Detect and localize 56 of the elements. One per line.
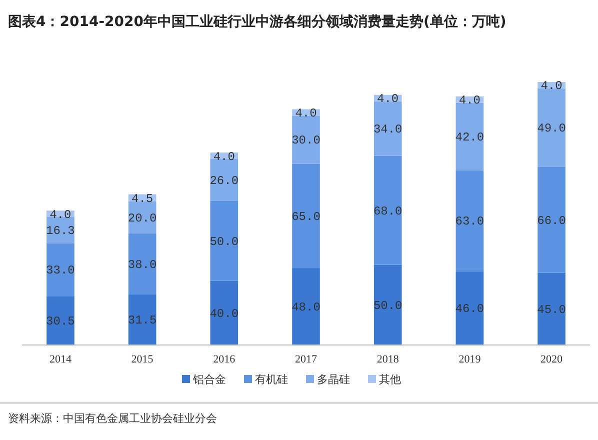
data-label: 4.5 [132, 192, 154, 206]
bar [456, 170, 484, 272]
data-label: 66.0 [537, 214, 566, 228]
data-label: 16.3 [46, 224, 75, 238]
legend-label: 铝合金 [192, 373, 226, 386]
bar [46, 243, 74, 296]
bar [210, 200, 238, 281]
data-label: 30.5 [46, 314, 75, 329]
data-label: 4.0 [295, 106, 317, 120]
bar [538, 166, 566, 273]
data-label: 4.0 [540, 79, 562, 94]
bar [46, 296, 74, 345]
data-label: 50.0 [210, 234, 239, 249]
text: 资料来源：中国有色金属工业协会硅业分会 [8, 412, 217, 425]
data-label: 42.0 [455, 130, 484, 145]
bar [292, 268, 320, 345]
bar [456, 102, 484, 170]
data-label: 48.0 [292, 300, 320, 315]
x-tick-label: 2017 [295, 353, 318, 366]
bar [374, 156, 402, 265]
bar [374, 264, 402, 345]
data-label: 30.0 [292, 134, 320, 148]
data-label: 4.0 [50, 208, 72, 222]
x-tick-label: 2019 [458, 353, 482, 366]
data-label: 4.0 [213, 150, 235, 164]
data-label: 4.0 [377, 92, 399, 106]
bar [292, 116, 320, 164]
data-label: 63.0 [455, 214, 484, 229]
data-label: 26.0 [210, 174, 239, 188]
bar [128, 234, 156, 294]
data-label: 4.0 [458, 94, 480, 108]
chart-title: 图表4：2014-2020年中国工业硅行业中游各细分领域消费量走势(单位：万吨) [8, 14, 506, 30]
data-label: 33.0 [46, 264, 75, 278]
bar [538, 88, 566, 167]
bar [210, 158, 238, 201]
bar [292, 164, 320, 268]
legend-label: 有机硅 [255, 373, 288, 386]
data-label: 50.0 [373, 298, 402, 313]
x-tick-label: 2018 [376, 353, 400, 366]
data-label: 68.0 [373, 204, 402, 218]
data-label: 38.0 [128, 258, 157, 272]
x-tick-label: 2016 [213, 353, 236, 366]
bar [128, 294, 156, 345]
data-label: 45.0 [537, 302, 566, 317]
x-tick-label: 2014 [49, 353, 72, 366]
x-tick-label: 2015 [131, 353, 154, 366]
legend-label: 其他 [379, 373, 401, 386]
data-label: 31.5 [128, 314, 157, 328]
bar [374, 101, 402, 156]
data-label: 49.0 [537, 122, 566, 136]
data-label: 34.0 [373, 122, 402, 137]
legend-label: 多晶硅 [317, 373, 350, 386]
data-label: 20.0 [128, 212, 157, 226]
bar [538, 272, 566, 345]
data-label: 65.0 [292, 210, 320, 224]
x-tick-label: 2020 [540, 353, 564, 366]
